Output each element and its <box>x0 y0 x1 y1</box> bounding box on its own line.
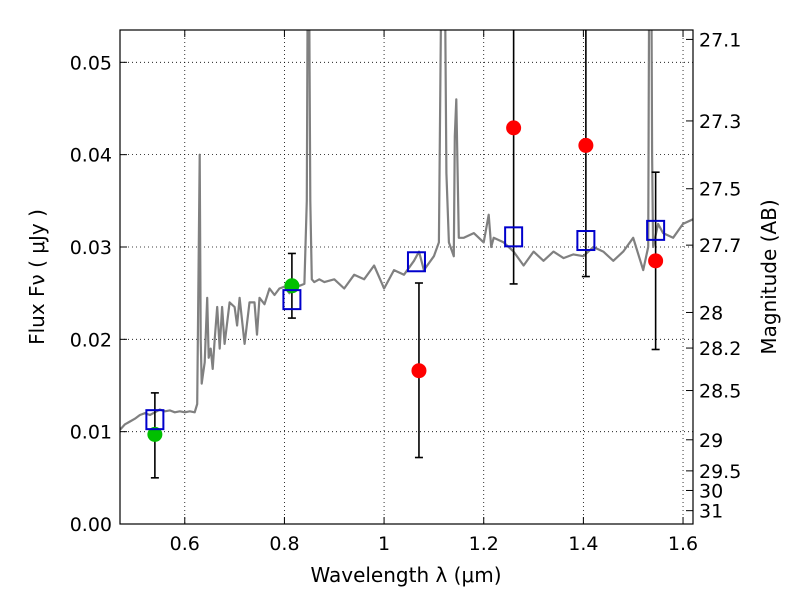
model-photometry-square <box>504 226 524 248</box>
model-photometry-square <box>576 230 596 252</box>
y2-tick-label: 28.2 <box>699 338 741 360</box>
model-spectrum-line <box>120 30 693 431</box>
x-tick-label: 0.6 <box>170 533 200 555</box>
x-axis-label: Wavelength λ (μm) <box>310 563 501 587</box>
model-photometry-square <box>282 289 302 311</box>
y2-tick-label: 27.1 <box>699 29 741 51</box>
y2-tick-label: 30 <box>699 480 723 502</box>
observed-nondetection-point <box>648 253 664 269</box>
x-tick-label: 1 <box>378 533 390 555</box>
x-tick-label: 1.4 <box>568 533 598 555</box>
y2-tick-label: 29.5 <box>699 461 741 483</box>
y-tick-label: 0.00 <box>70 514 112 536</box>
y2-tick-label: 29 <box>699 430 723 452</box>
y2-tick-label: 27.5 <box>699 179 741 201</box>
y2-tick-label: 28 <box>699 302 723 324</box>
y2-tick-label: 27.3 <box>699 111 741 133</box>
plot-frame <box>119 29 694 525</box>
model-photometry-square <box>406 251 426 273</box>
y-tick-label: 0.02 <box>70 329 112 351</box>
y2-axis-label: Magnitude (AB) <box>757 199 781 354</box>
series-layer <box>120 30 693 479</box>
y-tick-label: 0.05 <box>70 52 112 74</box>
x-tick-label: 0.8 <box>269 533 299 555</box>
y-tick-label: 0.04 <box>70 145 112 167</box>
observed-nondetection-point <box>506 120 522 136</box>
observed-detection-point <box>147 426 163 442</box>
y-tick-label: 0.03 <box>70 237 112 259</box>
model-photometry-square <box>145 409 165 431</box>
observed-nondetection-point <box>578 137 594 153</box>
y-tick-label: 0.01 <box>70 422 112 444</box>
plot-area <box>120 30 693 524</box>
ticks-layer: 0.6 0.8 1 1.2 1.4 1.6 0.00 0.01 0.02 0.03 0.04 0.05… <box>70 29 742 555</box>
y2-tick-label: 31 <box>699 501 723 523</box>
model-photometry-square <box>646 219 666 241</box>
x-tick-label: 1.2 <box>469 533 499 555</box>
y-axis-label: Flux Fν ( μJy ) <box>25 209 49 345</box>
y2-tick-label: 28.5 <box>699 381 741 403</box>
observed-nondetection-point <box>411 363 427 379</box>
y2-tick-label: 27.7 <box>699 235 741 257</box>
x-tick-label: 1.6 <box>668 533 698 555</box>
